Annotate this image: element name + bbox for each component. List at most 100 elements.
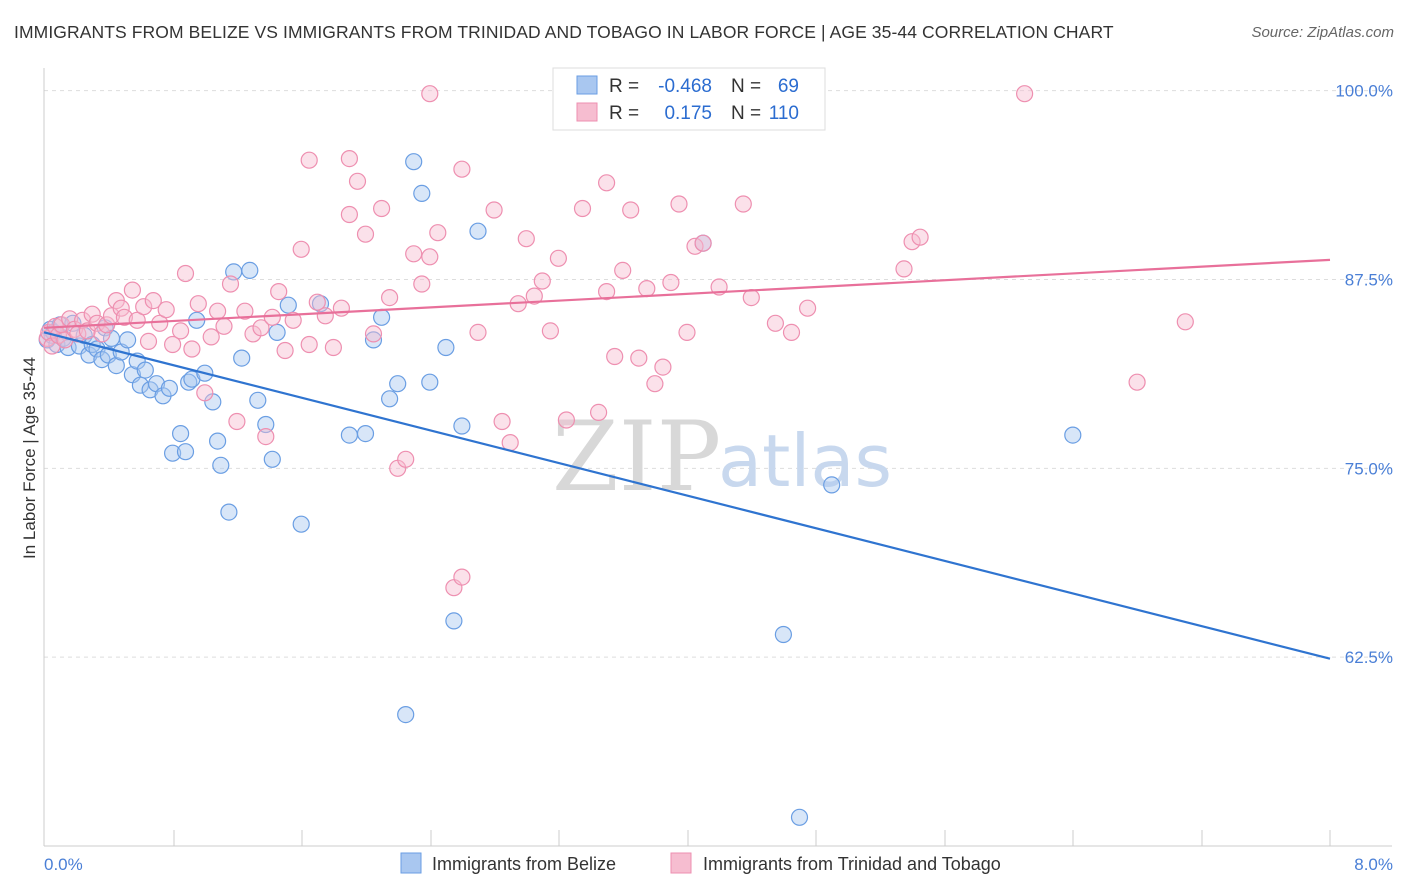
belize-point <box>180 373 198 391</box>
trinidad-point <box>903 233 921 251</box>
trinidad-point <box>397 450 415 468</box>
trend-lines <box>43 258 1331 660</box>
trinidad-point <box>549 249 568 267</box>
trinidad-point <box>93 325 111 343</box>
watermark-zip: ZIP <box>552 401 721 513</box>
trinidad-point <box>606 347 624 366</box>
legend-swatch-pink <box>576 102 598 122</box>
trinidad-point <box>270 283 288 301</box>
trinidad-point <box>895 260 913 278</box>
trinidad-point <box>525 287 543 305</box>
belize-point <box>212 456 230 474</box>
trinidad-point <box>782 323 801 341</box>
belize-point <box>118 331 137 349</box>
trinidad-point <box>292 240 310 258</box>
series-legend: Immigrants from Belize Immigrants from T… <box>400 852 1001 874</box>
belize-point <box>381 390 399 408</box>
belize-point <box>823 476 841 494</box>
trinidad-point <box>340 205 358 224</box>
trinidad-point <box>638 280 656 298</box>
trinidad-point <box>798 299 817 317</box>
trinidad-point <box>541 322 560 340</box>
legend-r-value-pink: 0.175 <box>664 103 712 124</box>
belize-point <box>790 808 809 826</box>
belize-point <box>263 450 281 468</box>
belize-point <box>220 503 238 521</box>
trinidad-point <box>135 298 153 316</box>
trinidad-point <box>662 273 680 292</box>
bottom-legend-swatch-blue <box>400 852 422 874</box>
x-tick-label: 8.0% <box>1354 855 1393 874</box>
trinidad-point <box>597 174 616 192</box>
axes <box>43 68 1392 847</box>
trinidad-trend-line <box>43 258 1331 329</box>
trinidad-point <box>911 228 929 246</box>
belize-point <box>176 443 195 461</box>
trinidad-point <box>429 224 447 242</box>
trinidad-point <box>517 230 535 248</box>
bottom-legend-label-pink: Immigrants from Trinidad and Tobago <box>703 854 1001 874</box>
trinidad-point <box>316 307 334 325</box>
series-trinidad-points <box>38 85 1194 597</box>
trinidad-point <box>202 328 220 346</box>
trinidad-point <box>654 358 672 376</box>
legend-r-value-blue: -0.468 <box>658 76 712 97</box>
x-tick-label: 0.0% <box>44 855 83 874</box>
belize-point <box>172 425 190 443</box>
belize-trend-line <box>43 331 1331 660</box>
belize-point <box>397 705 415 724</box>
legend-box <box>552 67 826 131</box>
trinidad-point <box>533 272 551 290</box>
trinidad-point <box>742 289 760 307</box>
trinidad-point <box>493 412 511 431</box>
trinidad-point <box>469 323 487 341</box>
belize-point <box>209 432 227 450</box>
trinidad-point <box>73 311 92 329</box>
belize-point <box>373 308 391 326</box>
trinidad-point <box>228 412 246 431</box>
trinidad-point <box>356 225 375 243</box>
legend-n-label-pink: N = <box>731 103 761 124</box>
trinidad-point <box>300 335 318 354</box>
chart-source: Source: ZipAtlas.com <box>1251 24 1394 41</box>
belize-point <box>405 153 423 171</box>
trinidad-point <box>183 340 201 358</box>
trinidad-point <box>453 160 471 178</box>
trinidad-point <box>276 341 294 360</box>
trinidad-point <box>284 311 302 329</box>
y-tick-label: 100.0% <box>1335 82 1393 101</box>
belize-point <box>268 323 286 341</box>
trinidad-point <box>252 319 270 337</box>
trinidad-point <box>348 172 367 190</box>
trinidad-point <box>215 317 233 335</box>
trinidad-point <box>453 568 471 586</box>
belize-point <box>1064 426 1082 444</box>
legend-n-label-blue: N = <box>731 76 761 97</box>
trinidad-point <box>678 323 696 341</box>
belize-point <box>774 625 793 644</box>
trinidad-point <box>694 234 712 252</box>
trinidad-point <box>139 332 158 350</box>
belize-point <box>257 415 275 434</box>
belize-point <box>164 444 182 462</box>
belize-point <box>469 222 487 240</box>
trinidad-point <box>485 201 503 219</box>
trinidad-point <box>308 293 326 311</box>
bottom-legend-swatch-pink <box>670 852 692 874</box>
trinidad-point <box>332 299 350 317</box>
trinidad-point <box>413 275 431 293</box>
y-tick-label: 75.0% <box>1345 459 1393 478</box>
belize-point <box>249 391 267 409</box>
belize-point <box>241 261 259 279</box>
belize-point <box>364 331 383 349</box>
trinidad-point <box>83 305 101 323</box>
belize-point <box>356 425 375 443</box>
trinidad-point <box>373 199 391 218</box>
trinidad-point <box>236 302 254 320</box>
trinidad-point <box>257 428 275 446</box>
trinidad-point <box>176 264 195 283</box>
trinidad-point <box>597 283 616 301</box>
trinidad-point <box>157 301 175 319</box>
belize-point <box>421 373 439 391</box>
